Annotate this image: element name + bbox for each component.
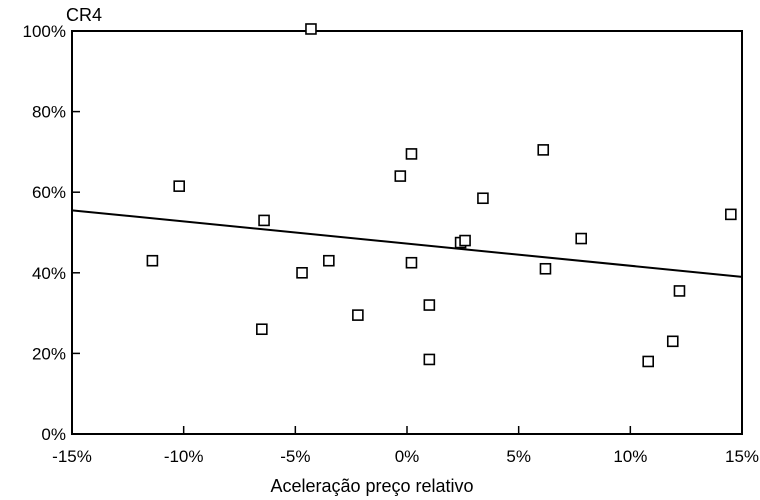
x-tick-label: -15% xyxy=(52,447,92,466)
y-tick-label: 40% xyxy=(32,264,66,283)
y-tick-label: 80% xyxy=(32,103,66,122)
data-point xyxy=(405,148,418,160)
x-tick-label: 15% xyxy=(725,447,759,466)
x-tick-label: -10% xyxy=(164,447,204,466)
data-point xyxy=(539,262,552,275)
y-tick-label: 20% xyxy=(32,344,66,363)
data-point xyxy=(423,353,436,366)
x-tick-label: -5% xyxy=(280,447,310,466)
y-tick-label: 60% xyxy=(32,183,66,202)
data-point xyxy=(146,254,159,267)
y-tick-label: 100% xyxy=(23,22,66,41)
x-axis: -15% -10% -5% 0% 5% 10% 15% xyxy=(52,426,759,466)
y-tick-label: 0% xyxy=(41,425,66,444)
x-tick-label: 10% xyxy=(613,447,647,466)
data-point xyxy=(394,170,407,182)
plot-area-frame xyxy=(71,30,743,435)
x-axis-title: Aceleração preço relativo xyxy=(270,476,473,496)
data-point xyxy=(256,323,268,336)
data-point xyxy=(258,214,270,227)
data-point xyxy=(296,266,308,279)
data-point xyxy=(477,192,489,205)
y-axis: 0% 20% 40% 60% 80% 100% xyxy=(23,22,80,444)
data-point xyxy=(352,309,364,321)
trend-line xyxy=(71,209,743,278)
data-point xyxy=(173,180,185,192)
data-point xyxy=(423,299,436,311)
data-point xyxy=(537,144,550,156)
data-point xyxy=(666,335,679,348)
y-axis-title: CR4 xyxy=(66,5,102,25)
data-point xyxy=(305,23,317,35)
data-point xyxy=(725,208,737,221)
data-point xyxy=(405,256,418,269)
data-point xyxy=(642,355,655,368)
data-point xyxy=(459,234,471,247)
data-point xyxy=(673,285,686,297)
x-tick-label: 5% xyxy=(506,447,531,466)
data-points xyxy=(146,23,737,368)
data-point xyxy=(323,254,335,267)
x-tick-label: 0% xyxy=(395,447,420,466)
data-point xyxy=(575,232,588,245)
